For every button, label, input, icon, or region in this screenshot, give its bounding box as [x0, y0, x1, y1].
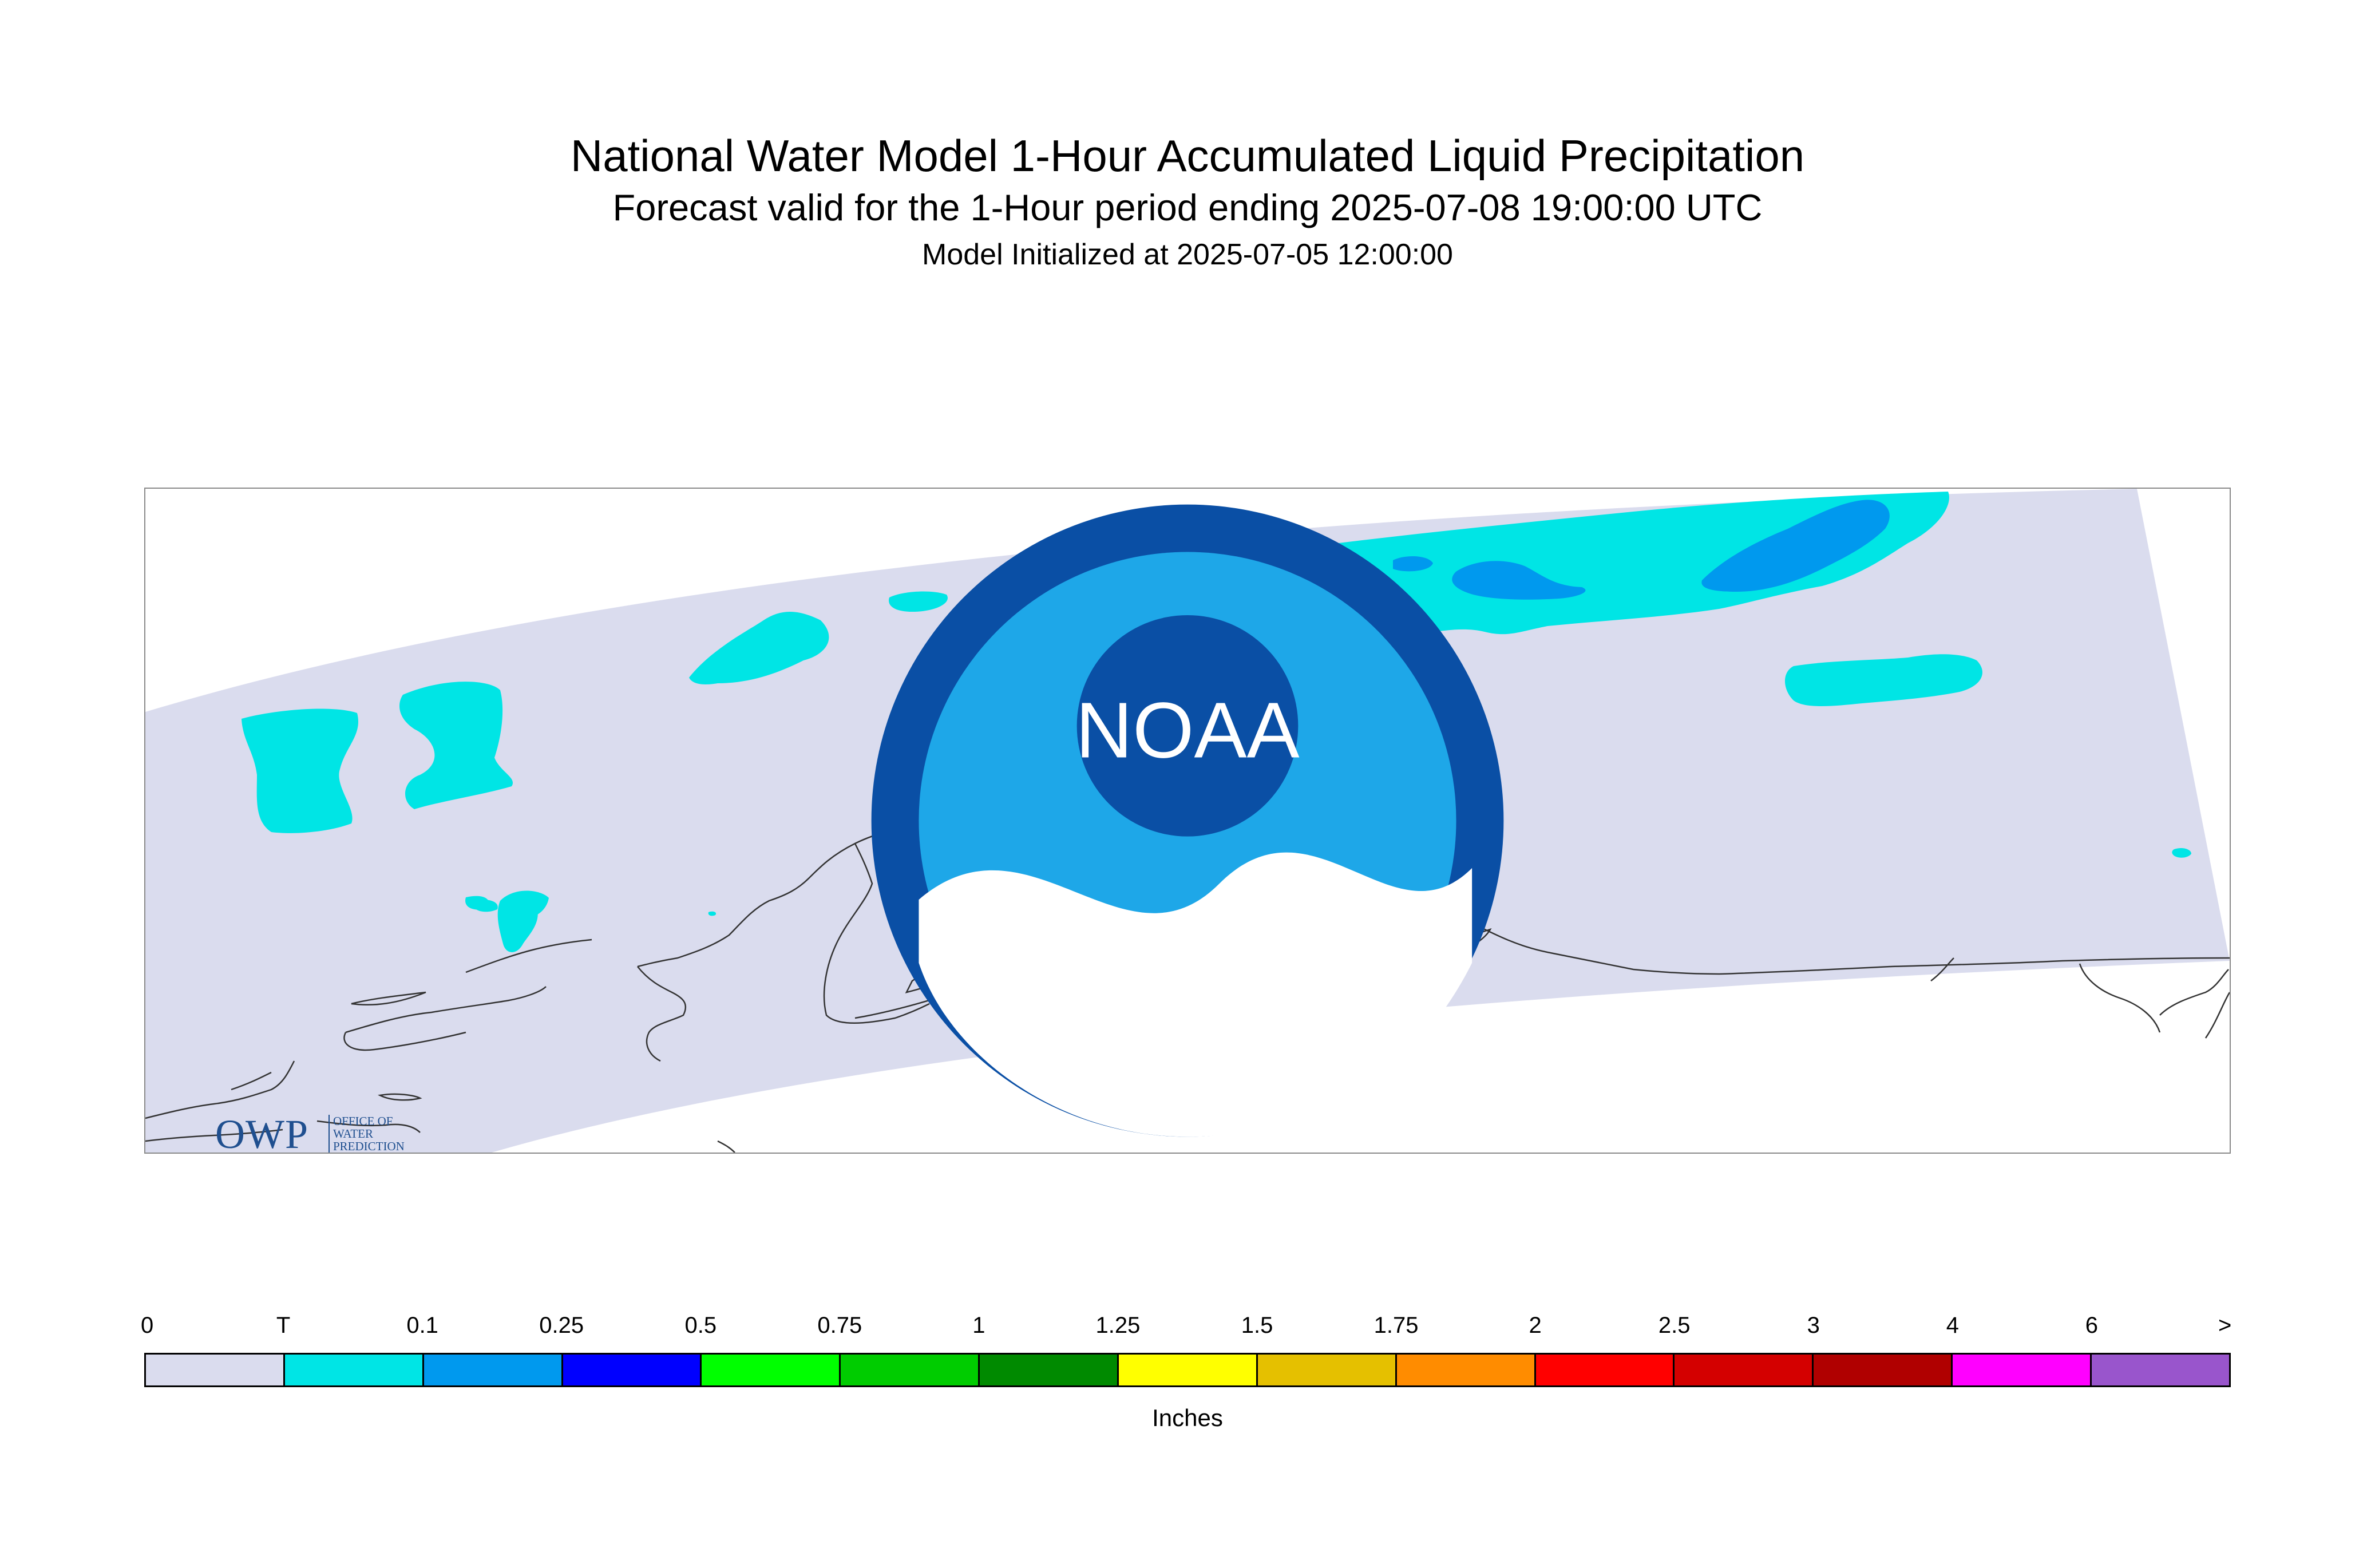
legend-tick-label: 0.5 [684, 1313, 717, 1338]
legend-swatch [563, 1355, 702, 1385]
legend-tick-label: 1 [972, 1313, 985, 1338]
legend-swatch [702, 1355, 841, 1385]
legend-swatch [284, 1355, 424, 1385]
legend-swatch [423, 1355, 563, 1385]
owp-logo-text: OFFICE OF WATER PREDICTION [328, 1115, 482, 1153]
legend-swatch [1257, 1355, 1397, 1385]
legend-tick-label: 6 [2085, 1313, 2099, 1338]
legend-tick-label: 2.5 [1658, 1313, 1691, 1338]
legend-swatch [1814, 1355, 1953, 1385]
legend-swatch [2092, 1355, 2229, 1385]
legend-tick-label: 0.25 [539, 1313, 584, 1338]
legend-swatch [1675, 1355, 1814, 1385]
legend-tick-label: T [276, 1313, 291, 1338]
legend-tick-label: 0 [141, 1313, 154, 1338]
legend-swatch [1953, 1355, 2092, 1385]
legend-tick-label: 4 [1946, 1313, 1959, 1338]
legend-tick-label: 3 [1807, 1313, 1820, 1338]
precipitation-map: OWP OFFICE OF WATER PREDICTION NOAA [144, 488, 2231, 1154]
legend-swatch [1535, 1355, 1675, 1385]
legend-swatch [1396, 1355, 1536, 1385]
legend-tick-label: 2 [1529, 1313, 1542, 1338]
legend-tick-label: 1.25 [1095, 1313, 1141, 1338]
legend-tick-label: 1.75 [1373, 1313, 1419, 1338]
legend-tick-label: 0.1 [406, 1313, 438, 1338]
legend-swatch [146, 1355, 285, 1385]
legend-swatch [980, 1355, 1119, 1385]
color-legend-bar [144, 1353, 2231, 1387]
noaa-logo-icon: NOAA [871, 504, 1504, 1137]
model-init-time: Model Initialized at 2025-07-05 12:00:00 [922, 238, 1453, 271]
legend-tick-label: 0.75 [817, 1313, 862, 1338]
legend-tick-label: > [2218, 1313, 2232, 1338]
legend-tick-label: 1.5 [1241, 1313, 1273, 1338]
map-title: National Water Model 1-Hour Accumulated … [570, 130, 1805, 181]
map-subtitle: Forecast valid for the 1-Hour period end… [612, 187, 1763, 228]
owp-logo-mark: OWP [215, 1111, 308, 1154]
svg-text:NOAA: NOAA [1075, 687, 1299, 775]
legend-swatch [841, 1355, 980, 1385]
legend-units-label: Inches [1152, 1404, 1223, 1431]
legend-labels: 0 T 0.1 0.25 0.5 0.75 1 1.25 1.5 1.75 2 2.5 3 4 6 > [141, 1310, 2232, 1345]
legend-swatch [1119, 1355, 1258, 1385]
